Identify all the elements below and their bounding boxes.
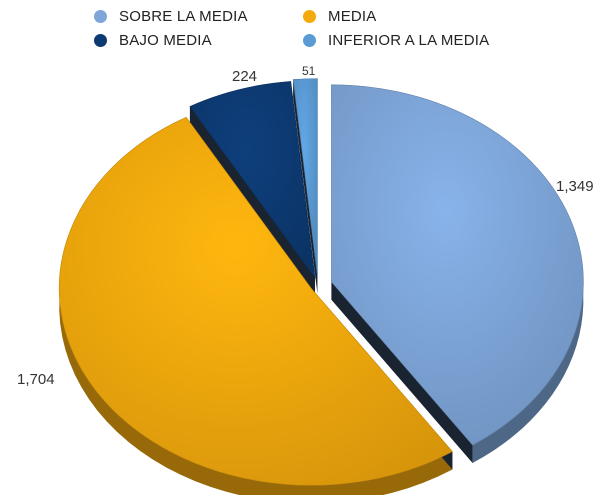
- legend-item-sobre-la-media: SOBRE LA MEDIA: [94, 8, 248, 25]
- pie-slice-inferior-a-la-media: [292, 78, 318, 276]
- legend-item-inferior-a-la-media: INFERIOR A LA MEDIA: [303, 32, 489, 49]
- legend-label-media: MEDIA: [328, 8, 377, 25]
- data-label-media: 1,704: [17, 371, 55, 388]
- pie-slice-face-bajo-media-0: [189, 106, 315, 296]
- legend-swatch-inferior-a-la-media: [303, 34, 316, 47]
- pie-slice-media: [58, 116, 453, 486]
- legend-label-inferior-a-la-media: INFERIOR A LA MEDIA: [328, 32, 490, 49]
- legend-item-media: MEDIA: [303, 8, 377, 25]
- pie-slice-face-inferior-a-la-media-0: [293, 79, 318, 294]
- legend-swatch-bajo-media: [94, 34, 107, 47]
- pie-slice-bajo-media: [189, 81, 316, 279]
- data-label-bajo-media: 224: [232, 68, 258, 85]
- legend-swatch-sobre-la-media: [94, 10, 107, 23]
- legend-swatch-media: [303, 10, 316, 23]
- legend-item-bajo-media: BAJO MEDIA: [94, 32, 212, 49]
- pie-slice-face-sobre-la-media-1: [331, 281, 473, 463]
- pie-top-layer: [58, 78, 584, 486]
- legend-label-sobre-la-media: SOBRE LA MEDIA: [119, 8, 248, 25]
- data-label-sobre-la-media: 1,349: [556, 178, 594, 195]
- data-label-inferior-a-la-media: 51: [302, 64, 316, 78]
- legend-label-bajo-media: BAJO MEDIA: [119, 32, 212, 49]
- pie-slice-sobre-la-media: [331, 84, 584, 446]
